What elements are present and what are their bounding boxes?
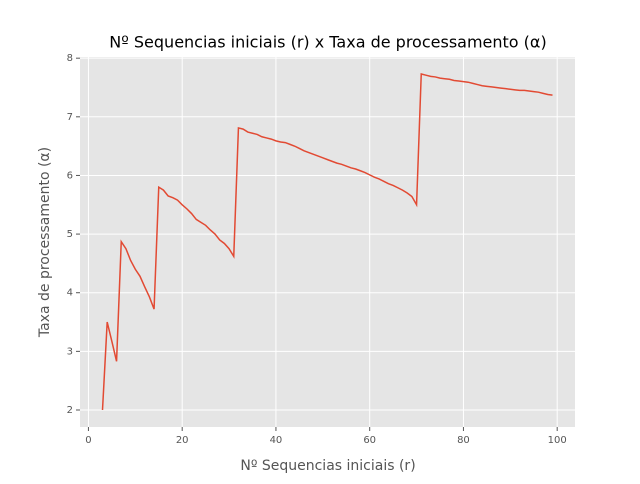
x-tick-label: 60 — [363, 435, 376, 446]
x-tick-label: 100 — [548, 435, 567, 446]
y-tick-label: 2 — [67, 405, 73, 416]
chart-title: Nº Sequencias iniciais (r) x Taxa de pro… — [109, 33, 546, 52]
y-tick-label: 3 — [67, 346, 73, 357]
y-tick-label: 5 — [67, 229, 73, 240]
x-tick-label: 20 — [176, 435, 189, 446]
x-tick-label: 80 — [457, 435, 470, 446]
x-tick-label: 0 — [85, 435, 91, 446]
y-tick-label: 8 — [67, 53, 73, 64]
x-tick-label: 40 — [270, 435, 283, 446]
data-line — [101, 73, 553, 411]
plot-background — [80, 57, 575, 427]
y-axis-label: Taxa de processamento (α) — [37, 147, 53, 338]
y-tick-label: 4 — [67, 288, 73, 299]
x-axis-label: Nº Sequencias iniciais (r) — [240, 458, 415, 474]
y-tick-label: 7 — [67, 112, 73, 123]
y-tick-label: 6 — [67, 170, 73, 181]
